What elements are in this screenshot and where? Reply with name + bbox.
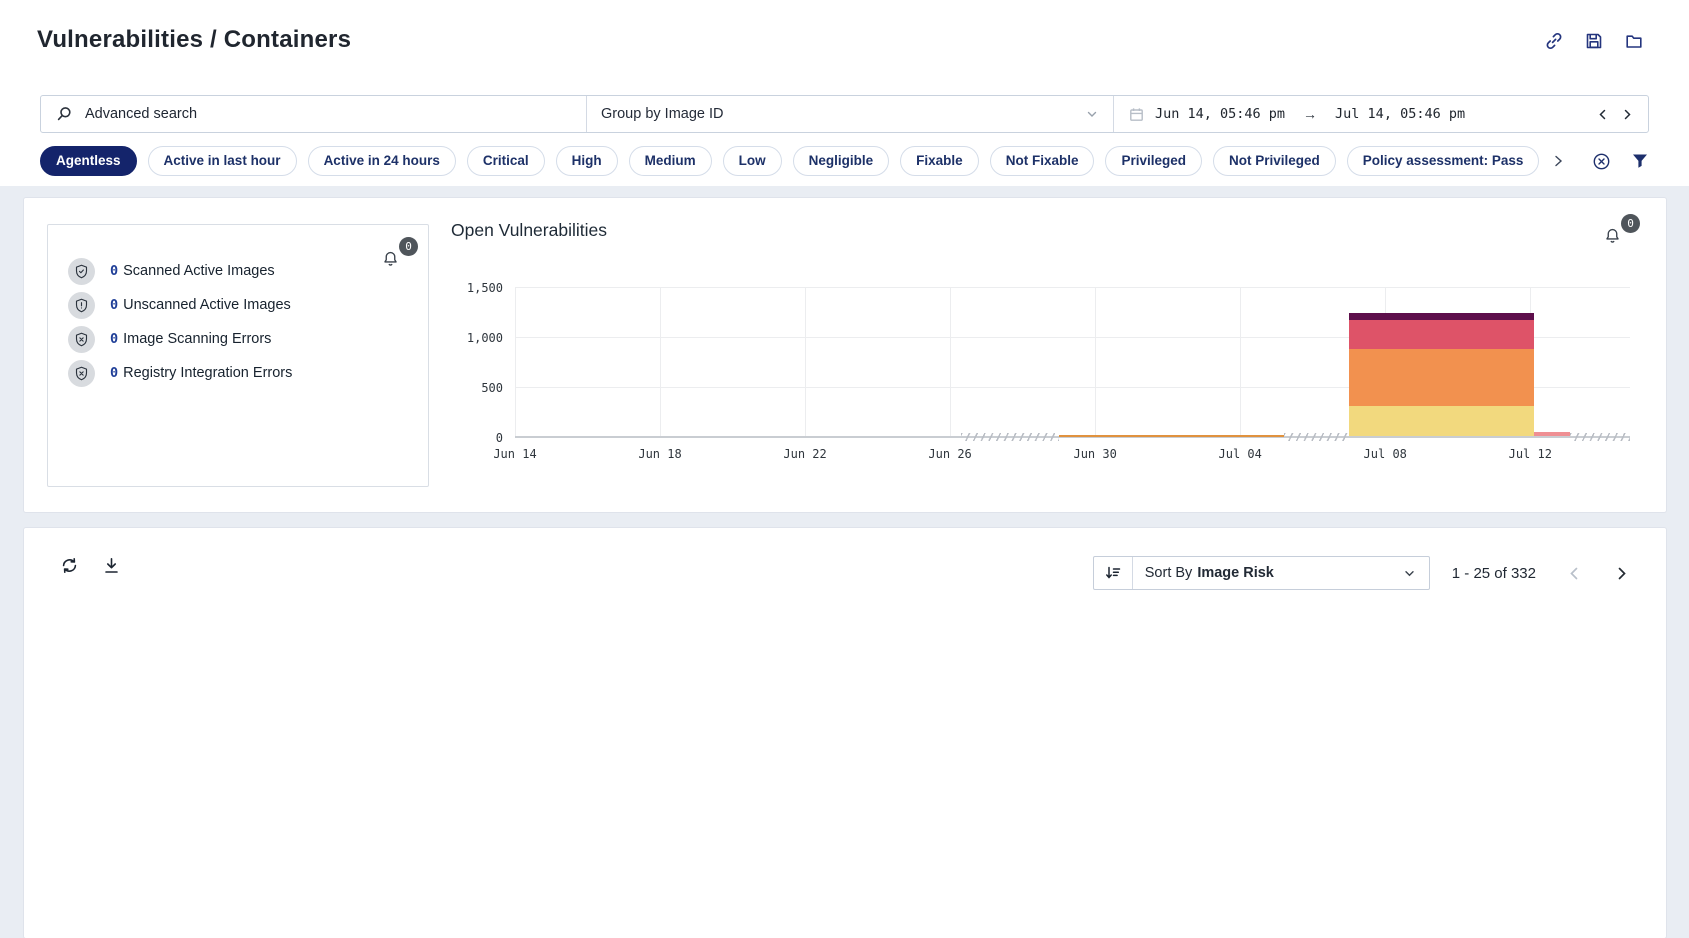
filter-chip-active-24-hours[interactable]: Active in 24 hours: [307, 146, 456, 176]
summary-count: 0: [110, 263, 119, 279]
sort-direction-icon[interactable]: [1094, 557, 1133, 589]
sort-control: Sort By Image Risk: [1092, 556, 1430, 590]
filter-chip-not-fixable[interactable]: Not Fixable: [989, 146, 1095, 176]
summary-registry-integration-errors[interactable]: 0 Registry Integration Errors: [68, 359, 292, 387]
pagination-prev-icon[interactable]: [1566, 565, 1583, 582]
summary-unscanned-active-images[interactable]: 0 Unscanned Active Images: [68, 291, 291, 319]
summary-count: 0: [110, 297, 119, 313]
chips-actions: [1592, 152, 1649, 171]
summary-label: Scanned Active Images: [123, 263, 275, 279]
date-range-end: Jul 14, 05:46 pm: [1335, 106, 1466, 122]
page-title: Vulnerabilities / Containers: [37, 26, 352, 53]
date-range-start: Jun 14, 05:46 pm: [1155, 106, 1286, 122]
shield-check-icon: [68, 257, 95, 285]
search-placeholder: Advanced search: [85, 106, 198, 122]
shield-alert-icon: [68, 291, 95, 319]
filter-chip-agentless[interactable]: Agentless: [40, 146, 137, 176]
copy-link-icon[interactable]: [1543, 30, 1565, 52]
filter-chip-fixable[interactable]: Fixable: [900, 146, 979, 176]
filter-chip-negligible[interactable]: Negligible: [792, 146, 890, 176]
sort-by-value: Image Risk: [1197, 565, 1274, 581]
chevron-down-icon: [1402, 566, 1417, 581]
controls-bar: Advanced search Group by Image ID Jun 14…: [40, 95, 1649, 133]
group-by-value: Group by Image ID: [601, 106, 724, 122]
date-next-icon[interactable]: [1621, 107, 1634, 122]
chart-title: Open Vulnerabilities: [451, 220, 607, 240]
list-toolbar-right: Sort By Image Risk 1 - 25 of 332: [1092, 556, 1630, 590]
download-icon[interactable]: [100, 554, 122, 576]
summary-count: 0: [110, 331, 119, 347]
filter-chips-row: Agentless Active in last hour Active in …: [40, 145, 1649, 177]
filter-chip-privileged[interactable]: Privileged: [1105, 146, 1202, 176]
date-range-picker[interactable]: Jun 14, 05:46 pm → Jul 14, 05:46 pm: [1113, 96, 1648, 132]
shield-x-icon: [68, 359, 95, 387]
summary-scanned-active-images[interactable]: 0 Scanned Active Images: [68, 257, 275, 285]
save-icon[interactable]: [1583, 30, 1605, 52]
refresh-icon[interactable]: [58, 554, 80, 576]
date-range-nav: [1596, 107, 1634, 122]
filter-chip-policy-assessment[interactable]: Policy assessment: Pass: [1346, 146, 1540, 176]
summary-label: Registry Integration Errors: [123, 365, 293, 381]
sort-by-label: Sort By: [1144, 565, 1193, 581]
chart-alert-bell[interactable]: 0: [1604, 214, 1640, 244]
summary-count: 0: [110, 365, 119, 381]
pagination-next-icon[interactable]: [1613, 565, 1630, 582]
pagination-label: 1 - 25 of 332: [1451, 564, 1536, 582]
vuln-chart-plot[interactable]: 0 500 1,000 1,500 Jun 14 Jun 18 Jun 22 Jun 26 Ju…: [467, 281, 1630, 461]
shield-x-icon: [68, 325, 95, 353]
arrow-right-icon: →: [1303, 106, 1318, 122]
summary-image-scanning-errors[interactable]: 0 Image Scanning Errors: [68, 325, 271, 353]
bell-icon: [382, 250, 399, 267]
chevron-down-icon: [1085, 107, 1099, 121]
summary-label: Unscanned Active Images: [123, 297, 291, 313]
chips-scroll-right-icon[interactable]: [1550, 153, 1566, 169]
clear-filters-icon[interactable]: [1592, 152, 1611, 171]
filter-chip-active-last-hour[interactable]: Active in last hour: [147, 146, 297, 176]
results-card: Sort By Image Risk 1 - 25 of 332 Image N…: [24, 528, 1666, 938]
header-actions: [1543, 30, 1645, 52]
overview-card: 0 Scanned Active Images 0 Unscanned Active…: [24, 198, 1666, 512]
summary-alert-bell[interactable]: 0: [382, 237, 418, 267]
filter-chip-not-privileged[interactable]: Not Privileged: [1213, 146, 1336, 176]
search-icon: [55, 105, 73, 123]
bell-icon: [1604, 227, 1621, 244]
alert-count-badge: 0: [399, 237, 418, 256]
advanced-search-input[interactable]: Advanced search: [41, 96, 586, 132]
date-prev-icon[interactable]: [1596, 107, 1609, 122]
scan-summary-box: 0 Scanned Active Images 0 Unscanned Active…: [47, 224, 429, 487]
filter-funnel-icon[interactable]: [1631, 152, 1649, 170]
filter-chip-low[interactable]: Low: [722, 146, 782, 176]
filter-chip-critical[interactable]: Critical: [466, 146, 545, 176]
alert-count-badge: 0: [1621, 214, 1640, 233]
filter-chip-medium[interactable]: Medium: [628, 146, 712, 176]
sort-by-dropdown[interactable]: Sort By Image Risk: [1133, 557, 1429, 589]
list-toolbar-left: [58, 554, 122, 576]
filter-chip-high[interactable]: High: [555, 146, 618, 176]
group-by-select[interactable]: Group by Image ID: [586, 96, 1113, 132]
folder-icon[interactable]: [1623, 30, 1645, 52]
summary-label: Image Scanning Errors: [123, 331, 272, 347]
page-header: Vulnerabilities / Containers: [0, 0, 1689, 186]
calendar-icon: [1128, 106, 1145, 123]
